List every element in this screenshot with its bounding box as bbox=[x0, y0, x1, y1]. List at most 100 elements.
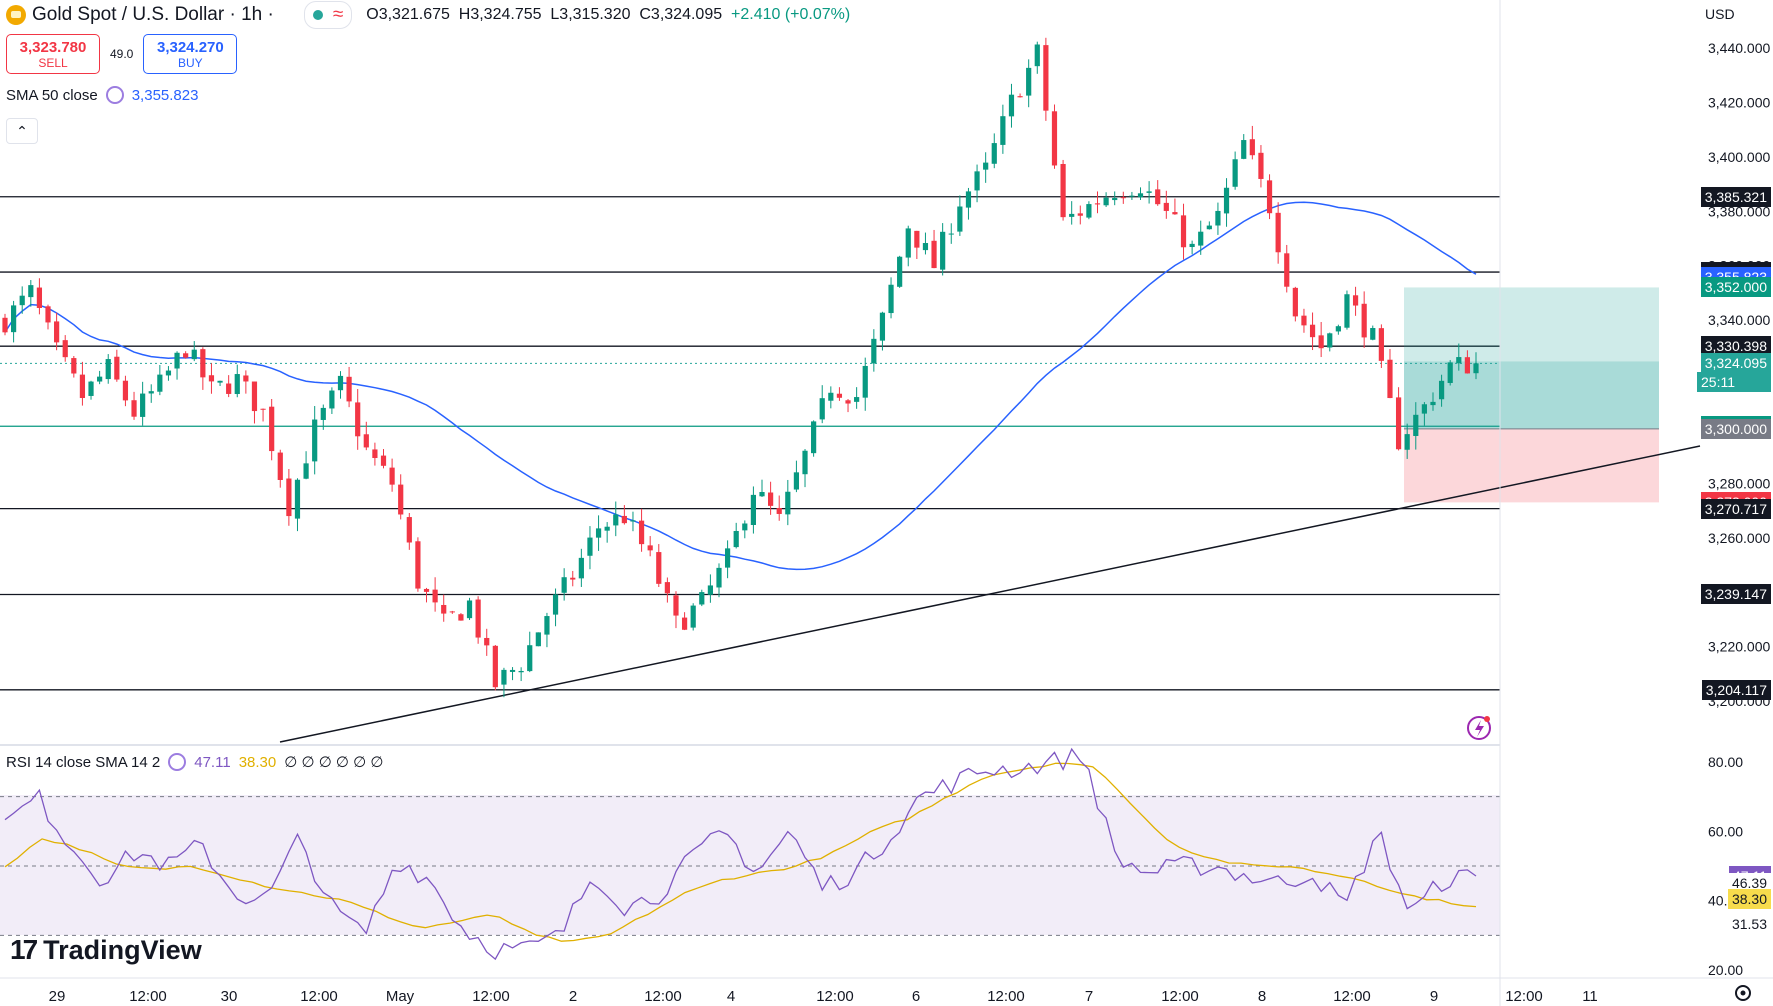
candle-body bbox=[243, 375, 249, 382]
candle-body bbox=[1112, 197, 1118, 201]
candle-body bbox=[613, 514, 619, 526]
time-axis[interactable]: 29 12:00 30 12:00 May 12:00 2 12:00 4 12:00 6 12:00… bbox=[0, 977, 1773, 1005]
refresh-icon[interactable] bbox=[105, 86, 124, 104]
rsi-tick-label: 80.00 bbox=[1708, 754, 1743, 770]
market-open-dot-icon bbox=[312, 10, 323, 20]
brand-name: TradingView bbox=[43, 934, 202, 965]
time-tick-label: 12:00 bbox=[300, 988, 338, 1005]
candle-body bbox=[131, 400, 137, 417]
close-value: C3,324.095 bbox=[639, 6, 723, 23]
trade-panel: 3,323.780 SELL 49.0 3,324.270 BUY bbox=[6, 34, 238, 74]
candle-body bbox=[105, 359, 111, 380]
candle-body bbox=[561, 577, 567, 593]
long-position-tool[interactable] bbox=[1404, 287, 1659, 503]
candle-body bbox=[759, 491, 765, 497]
time-tick-label: 29 bbox=[49, 988, 66, 1005]
candle-body bbox=[88, 381, 94, 396]
candle-body bbox=[346, 376, 352, 402]
candle-body bbox=[217, 380, 223, 383]
price-tag-3,330.398[interactable]: 3,330.398 bbox=[1700, 336, 1771, 357]
price-tag-3,300.000[interactable]: 3,300.000 bbox=[1700, 418, 1771, 439]
rsi-tag-38.30[interactable]: 38.30 bbox=[1727, 888, 1771, 909]
candle-body bbox=[664, 582, 670, 594]
candle-body bbox=[1034, 44, 1040, 67]
rsi-tag-46.39[interactable]: 46.39 bbox=[1727, 872, 1771, 893]
status-pill[interactable]: ≈ bbox=[303, 1, 353, 29]
candle-body bbox=[415, 541, 421, 589]
candle-body bbox=[1344, 294, 1350, 328]
candle-body bbox=[260, 408, 266, 410]
rsi-sma-value: 38.30 bbox=[238, 753, 277, 771]
rsi-tag-31.53[interactable]: 31.53 bbox=[1727, 913, 1771, 934]
candle-body bbox=[621, 515, 627, 524]
time-tick-label: 7 bbox=[1085, 988, 1093, 1005]
price-tag-3,239.147[interactable]: 3,239.147 bbox=[1700, 584, 1771, 605]
price-tag-3,324.095[interactable]: 3,324.095 bbox=[1700, 353, 1771, 374]
price-tag-3,385.321[interactable]: 3,385.321 bbox=[1700, 186, 1771, 207]
trendline[interactable] bbox=[279, 445, 1701, 743]
candle-body bbox=[269, 406, 275, 452]
refresh-icon[interactable] bbox=[168, 753, 187, 771]
rsi-value: 47.11 bbox=[194, 753, 231, 771]
price-tag-3,270.717[interactable]: 3,270.717 bbox=[1700, 498, 1771, 519]
settings-gear-icon[interactable] bbox=[1735, 985, 1751, 1001]
chevron-up-icon: ⌃ bbox=[16, 123, 28, 139]
candle-body bbox=[922, 243, 929, 251]
candle-body bbox=[200, 349, 206, 378]
time-tick-label: 12:00 bbox=[1333, 988, 1371, 1005]
candle-body bbox=[1172, 212, 1178, 215]
chart-header: Gold Spot / U.S. Dollar · 1h · ≈ O3,321.… bbox=[0, 0, 850, 30]
spread-value: 49.0 bbox=[110, 47, 134, 61]
profit-zone bbox=[1404, 287, 1659, 429]
candle-body bbox=[363, 434, 369, 448]
candle-body bbox=[544, 616, 550, 635]
candle-body bbox=[836, 393, 843, 398]
candle-body bbox=[1249, 139, 1255, 156]
time-tick-label: May bbox=[386, 988, 415, 1005]
sma-legend[interactable]: SMA 50 close 3,355.823 bbox=[6, 86, 198, 104]
candle-body bbox=[879, 312, 886, 341]
collapse-legend-button[interactable]: ⌃ bbox=[6, 118, 38, 144]
time-tick-label: 9 bbox=[1430, 988, 1438, 1005]
lightning-icon[interactable] bbox=[1467, 716, 1491, 740]
candle-body bbox=[1180, 215, 1187, 248]
candle-body bbox=[570, 577, 576, 580]
candle-body bbox=[19, 295, 25, 306]
candle-body bbox=[699, 592, 705, 605]
candle-body bbox=[423, 588, 430, 592]
candle-body bbox=[355, 402, 361, 437]
sell-button[interactable]: 3,323.780 SELL bbox=[6, 34, 100, 74]
rsi-legend[interactable]: RSI 14 close SMA 14 2 47.11 38.30 ∅ ∅ ∅ … bbox=[6, 753, 383, 771]
chart-icons[interactable] bbox=[1467, 716, 1751, 1001]
countdown-tag[interactable]: 25:11 bbox=[1697, 372, 1771, 393]
time-tick-label: 12:00 bbox=[816, 988, 854, 1005]
price-tag-3,352.000[interactable]: 3,352.000 bbox=[1700, 277, 1771, 298]
candle-body bbox=[97, 376, 103, 382]
candle-body bbox=[226, 383, 232, 394]
price-tag-3,204.117[interactable]: 3,204.117 bbox=[1701, 679, 1771, 700]
candle-body bbox=[398, 484, 404, 515]
candle-body bbox=[458, 614, 464, 621]
tradingview-logo[interactable]: 17 TradingView bbox=[10, 934, 202, 966]
candle-body bbox=[1447, 362, 1453, 383]
candle-body bbox=[1335, 326, 1341, 332]
currency-label[interactable]: USD bbox=[1705, 6, 1735, 22]
candle-body bbox=[948, 233, 954, 235]
candle-body bbox=[811, 421, 817, 454]
candle-body bbox=[1292, 287, 1298, 317]
high-value: H3,324.755 bbox=[458, 6, 542, 23]
buy-button[interactable]: 3,324.270 BUY bbox=[143, 34, 238, 74]
candle-body bbox=[71, 358, 77, 374]
candle-body bbox=[432, 589, 438, 603]
candle-body bbox=[389, 467, 395, 485]
sma-50-line bbox=[4, 201, 1477, 571]
candle-body bbox=[733, 530, 739, 548]
symbol-title[interactable]: Gold Spot / U.S. Dollar · 1h · bbox=[32, 4, 274, 25]
candle-body bbox=[965, 191, 972, 208]
candle-body bbox=[776, 508, 782, 514]
rsi-label: RSI 14 close SMA 14 2 bbox=[6, 753, 161, 771]
time-tick-label: 2 bbox=[569, 988, 577, 1005]
candle-body bbox=[329, 390, 335, 409]
candle-body bbox=[484, 637, 490, 646]
